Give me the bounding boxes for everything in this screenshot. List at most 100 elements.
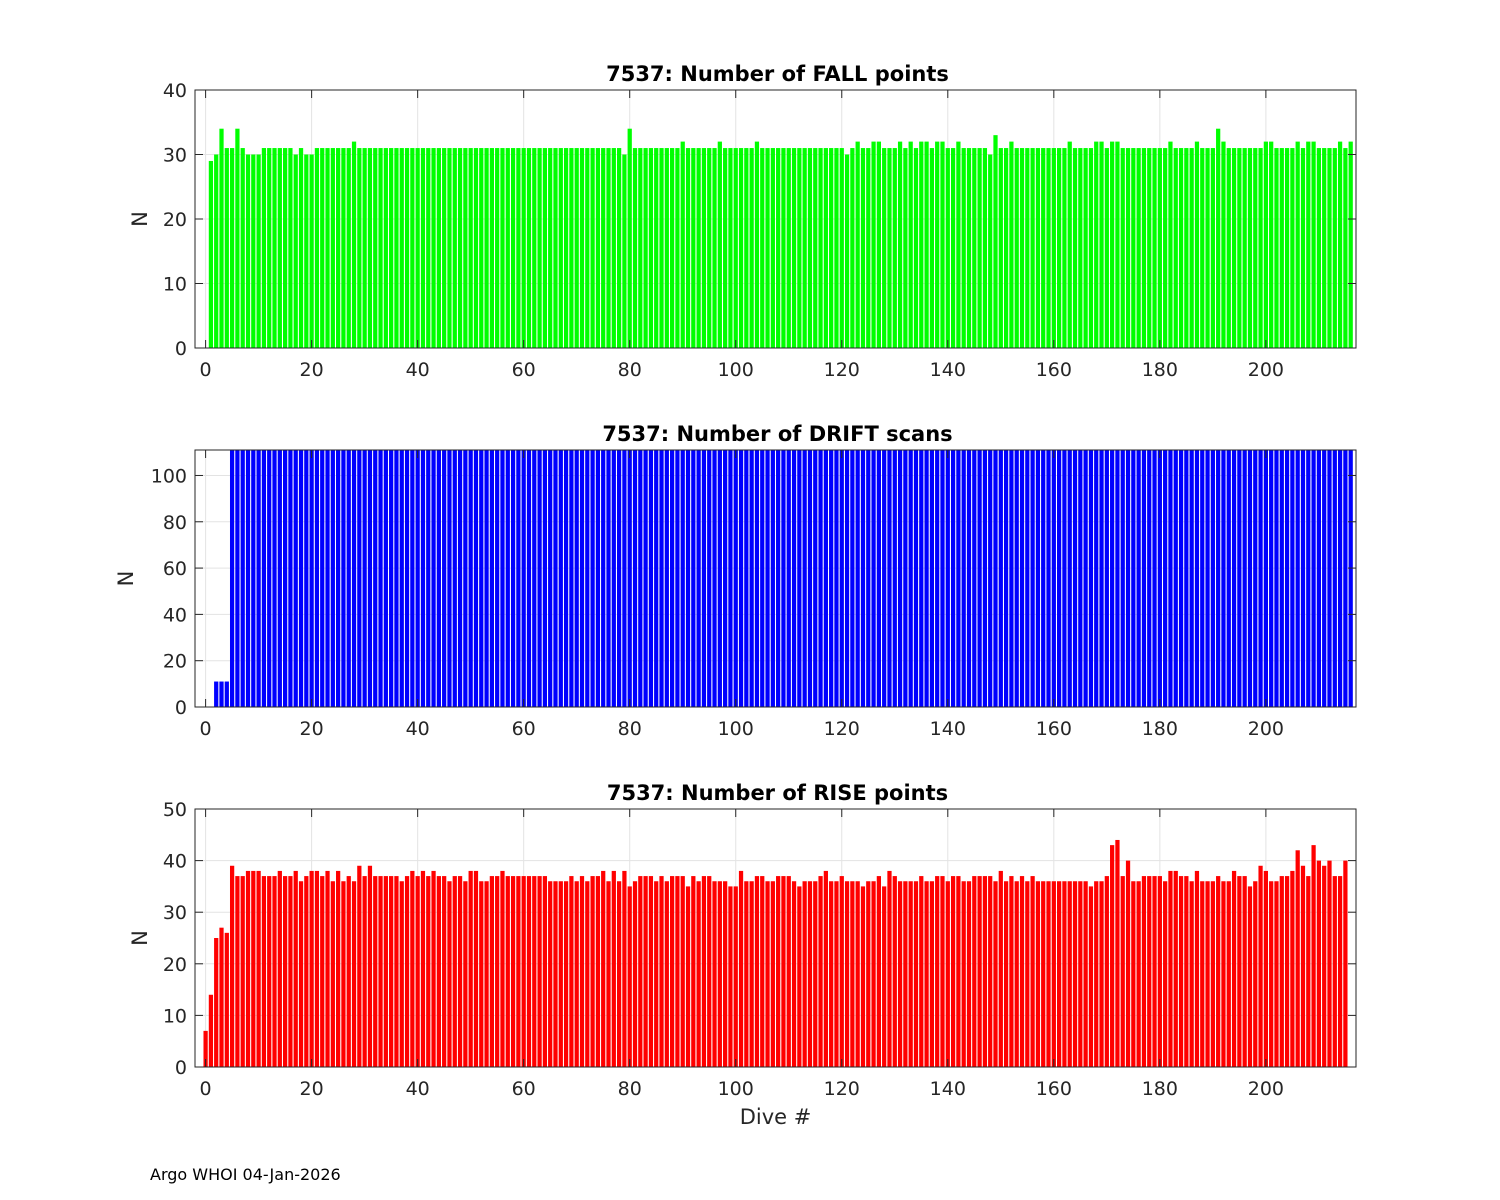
y-tick-label: 0 bbox=[175, 338, 187, 360]
bar bbox=[1210, 450, 1215, 707]
y-tick-label: 60 bbox=[163, 558, 187, 580]
bar bbox=[897, 141, 903, 348]
bar bbox=[733, 148, 738, 348]
bar bbox=[595, 450, 601, 707]
y-tick-label: 10 bbox=[163, 1005, 187, 1027]
bar bbox=[632, 450, 638, 707]
bar bbox=[903, 148, 908, 348]
bar bbox=[622, 870, 627, 1067]
bar bbox=[489, 450, 494, 707]
bar bbox=[1237, 450, 1242, 707]
bar bbox=[537, 450, 542, 707]
bar bbox=[1337, 450, 1343, 707]
bar bbox=[479, 450, 484, 707]
bar bbox=[1078, 450, 1083, 707]
bar bbox=[245, 870, 251, 1067]
y-tick-label: 40 bbox=[163, 851, 187, 873]
bar bbox=[526, 148, 532, 348]
bar bbox=[256, 450, 261, 707]
bar bbox=[298, 450, 304, 707]
bar bbox=[1231, 870, 1237, 1067]
bar bbox=[579, 450, 585, 707]
bar bbox=[1035, 450, 1041, 707]
bar bbox=[765, 881, 770, 1067]
bar bbox=[601, 870, 606, 1067]
bar bbox=[1110, 450, 1115, 707]
bar bbox=[1343, 860, 1348, 1067]
bar bbox=[823, 450, 828, 707]
bar bbox=[1141, 148, 1147, 348]
bar bbox=[1173, 450, 1178, 707]
bar bbox=[484, 148, 489, 348]
bar bbox=[383, 876, 388, 1067]
bar bbox=[378, 876, 383, 1067]
bar bbox=[1152, 148, 1157, 348]
bar bbox=[648, 876, 654, 1067]
x-tick-label: 180 bbox=[1142, 718, 1178, 740]
footer-credit: Argo WHOI 04-Jan-2026 bbox=[150, 1165, 341, 1184]
bar bbox=[558, 450, 563, 707]
bar bbox=[1200, 148, 1205, 348]
bar bbox=[903, 881, 908, 1067]
bar bbox=[1147, 876, 1152, 1067]
bar bbox=[919, 450, 924, 707]
bar bbox=[394, 876, 399, 1067]
bar bbox=[1279, 876, 1284, 1067]
bar bbox=[214, 154, 219, 348]
bar bbox=[1131, 881, 1136, 1067]
bar bbox=[468, 148, 473, 348]
bar bbox=[1051, 450, 1056, 707]
bar bbox=[972, 876, 977, 1067]
bar bbox=[998, 870, 1003, 1067]
bar bbox=[272, 450, 277, 707]
bar bbox=[802, 148, 807, 348]
bar bbox=[723, 450, 728, 707]
y-tick-label: 100 bbox=[151, 465, 187, 487]
bar bbox=[961, 148, 966, 348]
bar bbox=[733, 450, 738, 707]
bar bbox=[685, 148, 691, 348]
bar bbox=[505, 876, 510, 1067]
bar bbox=[807, 148, 813, 348]
bar bbox=[786, 450, 791, 707]
bar bbox=[1041, 450, 1046, 707]
bar-series bbox=[214, 450, 1353, 707]
bar bbox=[463, 450, 468, 707]
bar bbox=[882, 886, 887, 1067]
bar bbox=[1274, 881, 1279, 1067]
bar bbox=[813, 450, 818, 707]
bar bbox=[415, 450, 420, 707]
bar bbox=[1025, 881, 1030, 1067]
bar bbox=[309, 450, 314, 707]
bar bbox=[935, 141, 940, 348]
bar bbox=[807, 881, 813, 1067]
bar bbox=[341, 450, 346, 707]
bar bbox=[691, 450, 696, 707]
bar bbox=[1269, 141, 1274, 348]
bar bbox=[632, 881, 638, 1067]
bar bbox=[1125, 148, 1131, 348]
bar bbox=[760, 876, 765, 1067]
bar bbox=[754, 876, 760, 1067]
y-axis-label: N bbox=[128, 211, 152, 227]
bar bbox=[1242, 148, 1247, 348]
bar bbox=[229, 865, 235, 1067]
bar bbox=[749, 450, 754, 707]
bar bbox=[1104, 148, 1109, 348]
chart-title: 7537: Number of FALL points bbox=[606, 62, 949, 86]
bar bbox=[1284, 876, 1290, 1067]
bar bbox=[442, 450, 447, 707]
bar bbox=[988, 450, 993, 707]
bar bbox=[1194, 141, 1200, 348]
bar bbox=[797, 450, 802, 707]
bar bbox=[1184, 450, 1189, 707]
bar bbox=[1258, 148, 1263, 348]
bar bbox=[606, 450, 611, 707]
bar bbox=[908, 450, 913, 707]
bar bbox=[1046, 148, 1051, 348]
bar bbox=[420, 450, 426, 707]
bar bbox=[569, 148, 574, 348]
x-tick-label: 20 bbox=[300, 359, 324, 381]
bar bbox=[1110, 141, 1115, 348]
bar bbox=[839, 876, 844, 1067]
